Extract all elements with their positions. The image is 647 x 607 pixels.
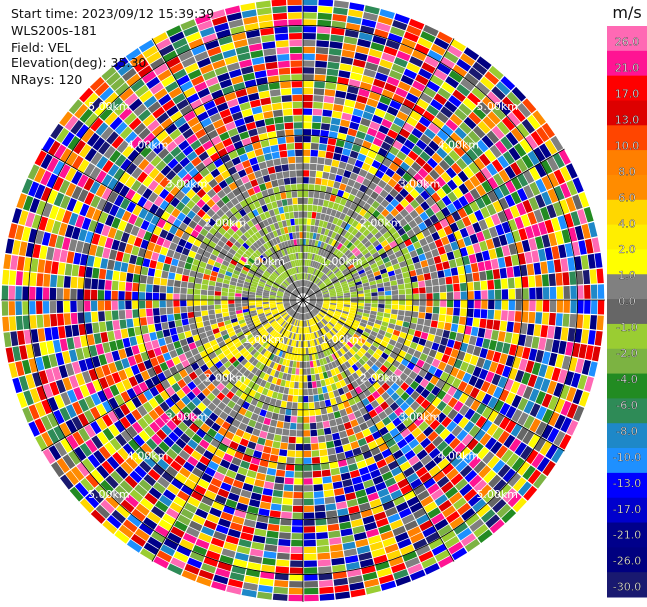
range-ring-label: 4.00km <box>438 449 480 462</box>
colorbar-tick-label: -21.0 <box>613 529 641 542</box>
azimuth-spoke <box>302 299 455 562</box>
gate-group <box>22 12 594 595</box>
range-ring-label: 5.00km <box>88 100 130 113</box>
colorbar-tick-label: 4.0 <box>618 217 636 230</box>
colorbar-tick-label: 17.0 <box>615 87 640 100</box>
colorbar-swatch <box>607 572 647 598</box>
colorbar-tick-label: 26.0 <box>615 36 640 49</box>
range-ring-label: 5.00km <box>476 100 518 113</box>
range-ring-label: 4.00km <box>127 139 169 152</box>
radar-gates <box>1 0 605 602</box>
azimuth-spoke <box>41 299 304 452</box>
gate-group <box>12 29 596 585</box>
gate-group <box>1 5 581 582</box>
colorbar-swatch <box>607 497 647 524</box>
colorbar-tick-label: 8.0 <box>618 165 636 178</box>
colorbar-tick-label: -8.0 <box>616 425 637 438</box>
colorbar-swatch <box>607 26 647 52</box>
gate-group <box>2 2 598 585</box>
instrument-label: WLS200s-181 <box>11 23 97 38</box>
field-label: Field: VEL <box>11 40 72 55</box>
range-ring-label: 3.00km <box>399 410 441 423</box>
colorbar-swatch <box>607 547 647 573</box>
azimuth-spoke <box>302 38 455 301</box>
colorbar-swatch <box>607 199 647 226</box>
colorbar-swatch <box>607 448 647 474</box>
colorbar-swatch <box>607 50 647 77</box>
colorbar-swatch <box>607 299 647 325</box>
colorbar-tick-label: -30.0 <box>613 581 641 594</box>
colorbar-tick-label: -13.0 <box>613 477 641 490</box>
range-ring-label: 2.00km <box>205 216 247 229</box>
range-ring-label: 2.00km <box>360 372 402 385</box>
range-ring-label: 1.00km <box>243 255 285 268</box>
colorbar-swatch <box>607 373 647 399</box>
colorbar-tick-label: -4.0 <box>616 373 637 386</box>
nrays-label: NRays: 120 <box>11 72 83 87</box>
colorbar-swatch <box>607 274 647 300</box>
range-ring-label: 3.00km <box>166 410 208 423</box>
range-ring-label: 2.00km <box>205 372 247 385</box>
colorbar-tick-label: -17.0 <box>613 503 641 516</box>
azimuth-spoke <box>302 148 565 301</box>
colorbar-tick-label: 10.0 <box>615 139 640 152</box>
colorbar-tick-label: 6.0 <box>618 191 636 204</box>
colorbar-swatch <box>607 100 647 126</box>
colorbar-title: m/s <box>612 3 641 22</box>
azimuth-spoke <box>41 148 304 301</box>
colorbar-tick-label: -1.0 <box>616 321 637 334</box>
colorbar-swatch <box>607 398 647 424</box>
range-ring-label: 1.00km <box>243 333 285 346</box>
colorbar-swatch <box>607 323 647 350</box>
azimuth-spoke <box>151 38 304 301</box>
colorbar-tick-label: -10.0 <box>613 451 641 464</box>
range-ring-label: 2.00km <box>360 216 402 229</box>
colorbar-swatch <box>607 150 647 176</box>
azimuth-spoke <box>302 299 565 452</box>
colorbar-tick-label: -26.0 <box>613 555 641 568</box>
colorbar-tick-label: 1.0 <box>618 269 636 282</box>
range-ring-label: 3.00km <box>166 178 208 191</box>
colorbar-swatch <box>607 125 647 151</box>
range-ring-label: 1.00km <box>321 333 363 346</box>
gate-group <box>12 0 596 591</box>
colorbar-swatch <box>607 75 647 101</box>
colorbar-swatch <box>607 174 647 201</box>
colorbar-swatch <box>607 522 647 548</box>
colorbar-tick-label: -6.0 <box>616 399 637 412</box>
colorbar-tick-label: 21.0 <box>615 62 640 75</box>
gate-group <box>2 16 604 595</box>
colorbar-swatch <box>607 423 647 449</box>
colorbar-tick-label: 13.0 <box>615 113 640 126</box>
range-ring-label: 4.00km <box>127 449 169 462</box>
colorbar-swatch <box>607 249 647 275</box>
range-ring-label: 3.00km <box>399 178 441 191</box>
colorbar-swatch <box>607 348 647 375</box>
colorbar-tick-label: -2.0 <box>616 347 637 360</box>
start-time-label: Start time: 2023/09/12 15:39:39 <box>11 6 215 21</box>
range-ring-label: 1.00km <box>321 255 363 268</box>
range-ring-labels: 1.00km 1.00km 1.00km 1.00km 2.00km 2.00km 2.00… <box>88 100 518 501</box>
elevation-label: Elevation(deg): 35.30 <box>11 55 147 70</box>
range-ring-label: 5.00km <box>88 488 130 501</box>
range-ring-label: 4.00km <box>438 139 480 152</box>
azimuth-spoke <box>151 299 304 562</box>
gate-group <box>10 20 591 601</box>
colorbar-swatch <box>607 472 647 499</box>
colorbar-tick-label: 2.0 <box>618 243 636 256</box>
colorbar-tick-label: 0.0 <box>618 295 636 308</box>
azimuth-spokes <box>1 0 605 602</box>
range-ring-label: 5.00km <box>476 488 518 501</box>
colorbar-swatch <box>607 224 647 250</box>
